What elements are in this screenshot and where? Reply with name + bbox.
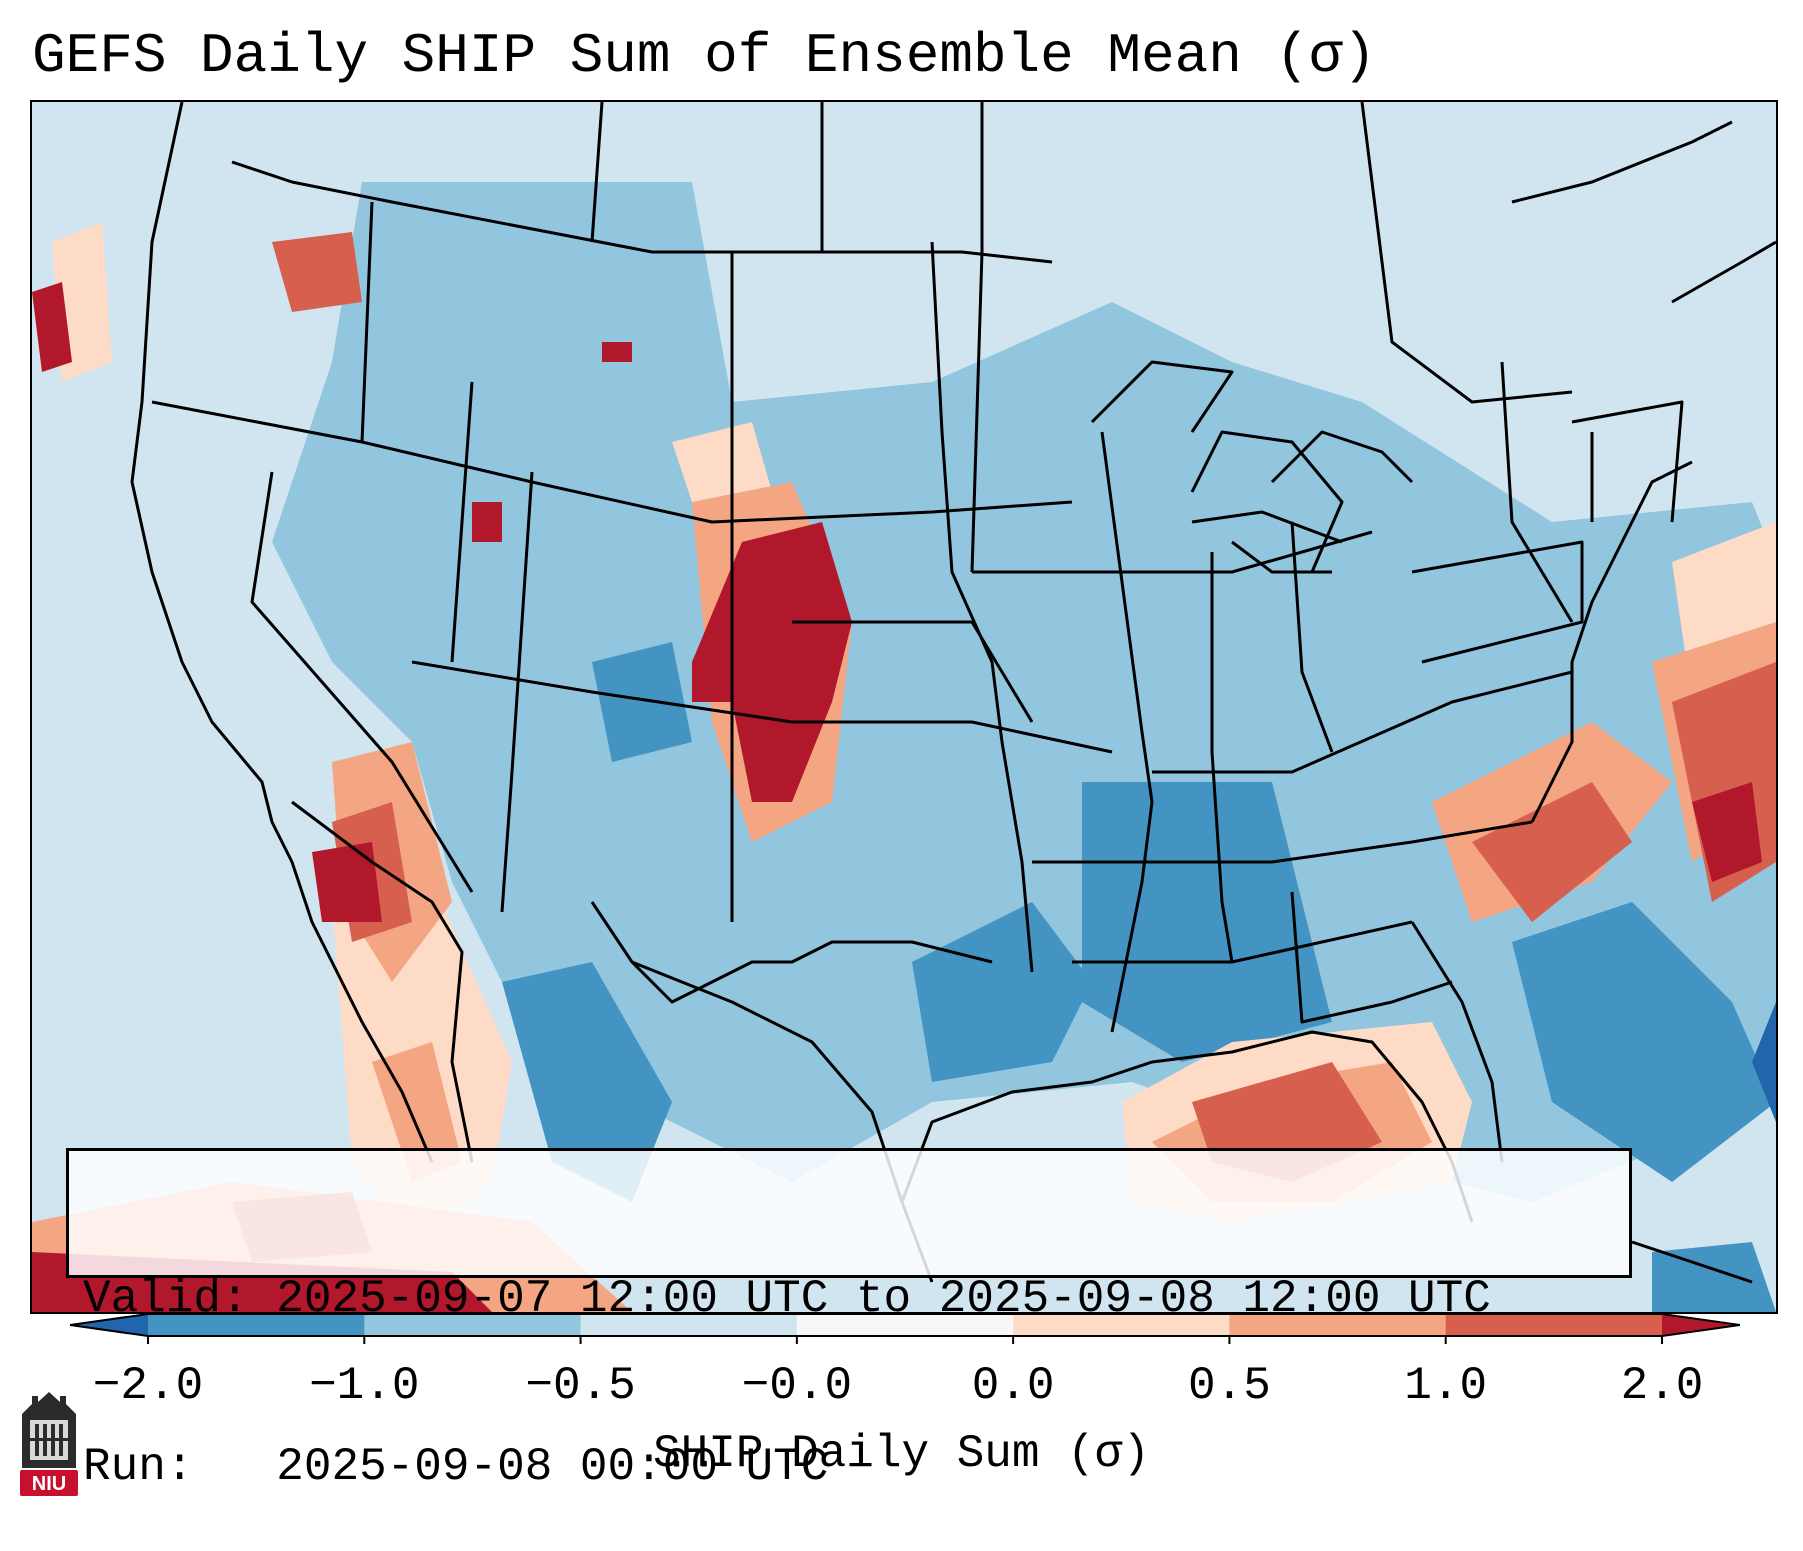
validity-info-box: Valid: 2025-09-07 12:00 UTC to 2025-09-0… (66, 1148, 1632, 1493)
niu-logo-icon: NIU (20, 1392, 78, 1496)
map-panel[interactable] (30, 100, 1778, 1314)
colorbar-tick-label: −1.0 (309, 1360, 420, 1412)
colorbar-tick-label: −0.0 (741, 1360, 853, 1412)
run-row: Run: 2025-09-08 00:00 UTC (83, 1439, 1615, 1495)
colorbar-bins (148, 1314, 1663, 1336)
colorbar-tick-label: 0.0 (971, 1360, 1055, 1412)
boundary-lines (130, 102, 1776, 1284)
colorbar-bin (1229, 1314, 1447, 1336)
colorbar-under-arrow (70, 1314, 148, 1336)
colorbar-tick-label: 1.0 (1404, 1360, 1488, 1412)
colorbar (70, 1314, 1740, 1344)
niu-logo-text: NIU (32, 1473, 66, 1495)
colorbar-bin (364, 1314, 582, 1336)
ship-anomaly-map (32, 102, 1776, 1312)
run-value: 2025-09-08 00:00 UTC (276, 1441, 829, 1493)
colorbar-bin (1013, 1314, 1230, 1336)
colorbar-over-arrow (1662, 1314, 1740, 1336)
field-moderate-negative (32, 102, 1776, 1202)
colorbar-bin (148, 1314, 365, 1336)
colorbar-label: SHIP Daily Sum (σ) (653, 1428, 1150, 1480)
colorbar-bin (1445, 1314, 1663, 1336)
colorbar-tick-label: −2.0 (92, 1360, 204, 1412)
map-title: GEFS Daily SHIP Sum of Ensemble Mean (σ) (32, 24, 1377, 88)
colorbar-bin (580, 1314, 798, 1336)
colorbar-ticks (147, 1336, 1663, 1344)
colorbar-tick-label: 0.5 (1188, 1360, 1271, 1412)
colorbar-tick-label: −0.5 (525, 1360, 636, 1412)
field-strong-negative (502, 642, 1776, 1312)
run-label: Run: (83, 1441, 194, 1493)
colorbar-tick-label: 2.0 (1620, 1360, 1704, 1412)
colorbar-bin (796, 1314, 1014, 1336)
